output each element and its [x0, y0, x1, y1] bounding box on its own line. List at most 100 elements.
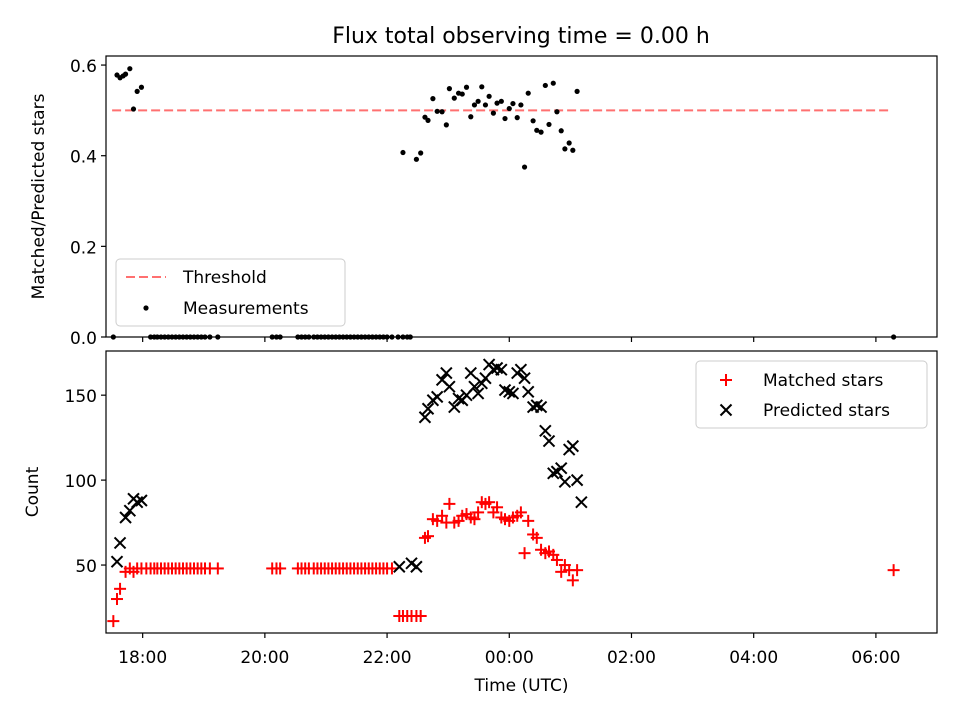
- predicted-stars-point: [110, 555, 124, 568]
- bottom-xtick-label: 06:00: [851, 648, 900, 668]
- measurement-point: [355, 334, 361, 340]
- measurement-point: [891, 334, 897, 340]
- predicted-stars-point: [393, 560, 406, 573]
- measurement-point: [138, 84, 145, 90]
- measurement-point: [407, 334, 413, 340]
- top-ytick-label: 0.4: [70, 148, 97, 168]
- predicted-stars-point: [555, 462, 568, 475]
- predicted-stars-point-b: [575, 495, 588, 509]
- measurement-point: [358, 334, 365, 340]
- measurement-point: [443, 122, 449, 128]
- measurement-point: [430, 96, 436, 102]
- top-legend-box: [115, 258, 346, 327]
- matched-stars-point: [555, 565, 568, 578]
- predicted-stars-point-b: [435, 373, 449, 387]
- legend-matched-label: Matched stars: [763, 371, 883, 391]
- predicted-stars-point-b: [530, 399, 543, 412]
- legend-predicted-swatch-b: [719, 403, 733, 417]
- predicted-stars-point: [534, 400, 548, 414]
- measurement-point: [302, 334, 308, 340]
- measurement-point: [162, 334, 168, 340]
- predicted-stars-point: [542, 434, 556, 448]
- measurement-point: [506, 105, 512, 112]
- predicted-stars-point-b: [443, 380, 456, 393]
- measurement-point: [362, 334, 368, 340]
- measurement-point: [122, 71, 129, 77]
- predicted-stars-point: [558, 475, 572, 489]
- measurement-point: [395, 334, 401, 340]
- bottom-xtick-label: 00:00: [485, 648, 534, 668]
- measurement-point: [459, 91, 465, 97]
- measurement-point: [518, 102, 524, 108]
- predicted-stars-point: [113, 536, 127, 550]
- chart-title: Flux total observing time = 0.00 h: [332, 24, 710, 49]
- measurement-point: [344, 334, 350, 340]
- measurement-point: [562, 146, 568, 152]
- matched-stars-point: [422, 530, 435, 543]
- measurement-point: [110, 334, 116, 340]
- predicted-stars-point-b: [558, 475, 572, 489]
- measurement-point: [198, 334, 204, 340]
- measurement-point: [333, 334, 339, 340]
- predicted-stars-point: [135, 494, 148, 507]
- measurement-point: [215, 334, 221, 340]
- matched-stars-point: [491, 501, 504, 514]
- bottom-panel: 50 100 150 18:00 20:00 22:00 00:00 02:00 04:00 06…: [23, 350, 938, 696]
- predicted-stars-point-b: [503, 385, 516, 398]
- measurement-point: [173, 334, 179, 340]
- bottom-legend: Matched stars Predicted stars: [695, 360, 928, 429]
- measurement-point: [295, 334, 301, 340]
- measurement-point: [514, 115, 520, 121]
- measurement-point: [347, 334, 354, 340]
- matched-stars-point: [110, 593, 123, 606]
- top-ylabel: Matched/Predicted stars: [29, 93, 49, 299]
- measurement-point: [446, 86, 452, 92]
- predicted-stars-point-b: [405, 557, 418, 570]
- legend-threshold-label: Threshold: [182, 268, 267, 288]
- bottom-xtick-label: 04:00: [729, 648, 778, 668]
- predicted-stars-point: [421, 402, 435, 415]
- predicted-stars-point-b: [534, 400, 548, 414]
- top-plot-area: [110, 66, 897, 340]
- matched-stars-point: [530, 531, 543, 544]
- matched-stars-point: [414, 610, 427, 623]
- top-axes-frame: [105, 55, 938, 338]
- measurement-point: [413, 156, 420, 162]
- measurement-point: [546, 121, 552, 128]
- matched-stars-point: [211, 562, 224, 575]
- measurement-point: [195, 334, 201, 340]
- measurement-point: [127, 66, 133, 72]
- predicted-stars-point-b: [468, 380, 481, 393]
- measurement-point: [566, 140, 572, 146]
- predicted-stars-point-b: [393, 560, 406, 573]
- bottom-xtick-label: 02:00: [607, 648, 656, 668]
- matched-stars-point: [483, 496, 496, 509]
- bottom-ytick-label: 150: [65, 387, 97, 407]
- legend-predicted-swatch: [719, 403, 733, 417]
- measurement-point: [479, 84, 485, 90]
- predicted-stars-point: [440, 366, 453, 380]
- measurement-point: [169, 334, 175, 340]
- predicted-stars-point-b: [506, 387, 520, 400]
- matched-stars-point: [443, 497, 456, 510]
- predicted-stars-point-b: [547, 467, 560, 480]
- measurement-point: [329, 334, 335, 340]
- measurement-point: [468, 114, 474, 120]
- measurement-point: [554, 109, 560, 115]
- predicted-stars-point: [503, 385, 516, 398]
- predicted-stars-point: [514, 363, 528, 376]
- measurement-point: [306, 334, 312, 340]
- measurement-point: [400, 149, 406, 156]
- legend-measurements-swatch: [143, 305, 149, 311]
- matched-stars-point: [107, 615, 120, 628]
- bottom-xtick-label: 22:00: [363, 648, 412, 668]
- predicted-stars-point: [418, 411, 432, 424]
- measurement-point: [482, 102, 489, 108]
- measurement-point: [530, 118, 536, 124]
- measurement-point: [366, 334, 372, 340]
- measurement-point: [165, 334, 171, 340]
- predicted-stars-point-b: [542, 434, 556, 448]
- matched-stars-point: [518, 547, 531, 560]
- bottom-plot-area: [107, 358, 900, 628]
